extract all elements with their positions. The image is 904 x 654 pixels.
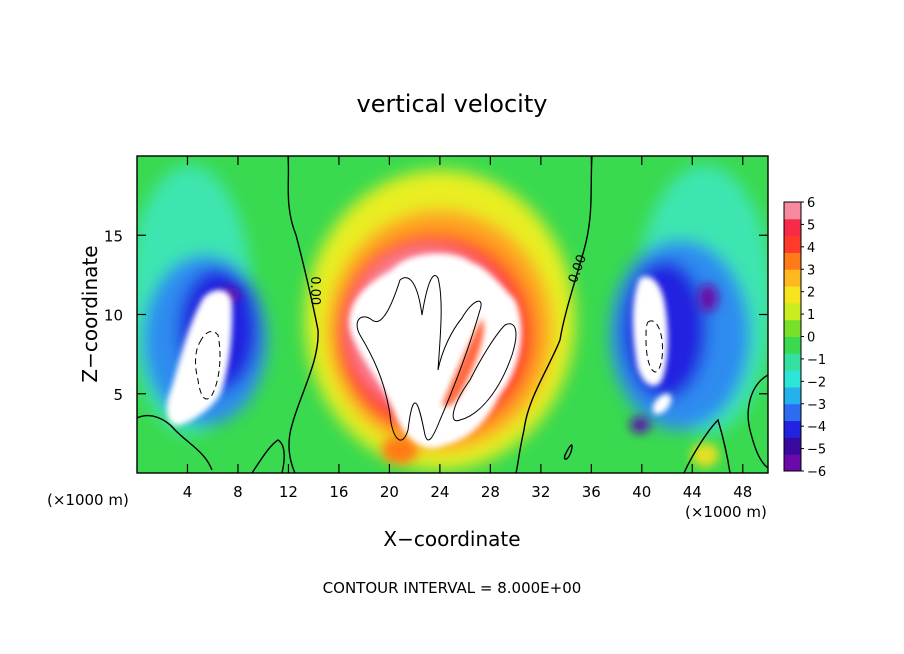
x-tick-label: 40 <box>632 483 651 501</box>
y-tick-label: 15 <box>104 227 123 245</box>
x-tick-label: 36 <box>582 483 601 501</box>
contour-zero-lower-right <box>747 374 768 469</box>
right-white-spot <box>652 393 672 415</box>
contour-neg-right <box>645 320 663 373</box>
y-axis-title: Z−coordinate <box>78 245 102 382</box>
colorbar-segment <box>784 437 801 455</box>
y-tick-label: 10 <box>104 307 123 325</box>
x-tick-label: 16 <box>329 483 348 501</box>
left-white-core <box>166 289 233 426</box>
colorbar-tick-label: 1 <box>807 308 815 323</box>
right-purple-spot <box>698 284 718 312</box>
colorbar-segment <box>784 454 801 472</box>
contour-zero-spot <box>563 444 573 460</box>
contour-zero-lower-mid <box>251 439 285 473</box>
colorbar-segment <box>784 235 801 253</box>
heatmap-field <box>137 156 768 473</box>
colorbar-tick-label: 2 <box>807 286 815 301</box>
x-tick-label: 12 <box>279 483 298 501</box>
x-unit-label: (×1000 m) <box>685 503 767 521</box>
x-tick-label: 24 <box>430 483 449 501</box>
chart-title: vertical velocity <box>357 90 548 118</box>
colorbar-segment <box>784 202 801 220</box>
colorbar-tick-label: 0 <box>807 331 815 346</box>
colorbar-tick-label: −3 <box>807 398 826 413</box>
x-tick-label: 8 <box>233 483 243 501</box>
colorbar-segment <box>784 386 801 405</box>
colorbar-segment <box>784 269 801 287</box>
y-unit-label: (×1000 m) <box>47 491 129 509</box>
x-tick-label: 28 <box>481 483 500 501</box>
colorbar-segment <box>784 370 801 388</box>
y-tick-label: 5 <box>113 386 123 404</box>
contour-zero-lower-left <box>137 414 213 471</box>
y-axis: 5 10 15 <box>104 227 768 404</box>
colorbar-tick-label: 6 <box>807 196 815 211</box>
x-tick-label: 44 <box>683 483 702 501</box>
contour-label: 0.00 <box>307 276 322 305</box>
colorbar-tick-label: −6 <box>807 465 826 480</box>
colorbar-segment <box>784 218 801 237</box>
contour-zero-left <box>287 156 319 473</box>
colorbar-tick-label: −2 <box>807 375 826 390</box>
contour-eight-right-lobe <box>452 323 517 422</box>
x-tick-label: 20 <box>380 483 399 501</box>
colorbar-tick-label: 3 <box>807 263 815 278</box>
colorbar-segment <box>784 403 801 422</box>
colorbar-segment <box>784 353 801 371</box>
x-axis: 4 8 12 16 20 24 28 32 36 40 44 48 <box>183 156 752 501</box>
colorbar-tick-label: −5 <box>807 443 826 458</box>
colorbar-tick-label: 5 <box>807 218 815 233</box>
x-axis-title: X−coordinate <box>383 527 520 551</box>
colorbar-segment <box>784 420 801 438</box>
right-purple-spot-low <box>630 417 650 433</box>
x-tick-label: 48 <box>733 483 752 501</box>
colorbar: 6 5 4 3 2 1 0 −1 −2 −3 −4 −5 −6 <box>783 196 826 480</box>
colorbar-segment <box>784 319 801 337</box>
contour-interval-footer: CONTOUR INTERVAL = 8.000E+00 <box>323 579 582 597</box>
contour-zero-right <box>515 156 593 473</box>
colorbar-segment <box>784 302 801 321</box>
x-tick-label: 32 <box>531 483 550 501</box>
contour-neg-left <box>195 331 221 400</box>
x-tick-label: 4 <box>183 483 193 501</box>
colorbar-tick-label: 4 <box>807 241 815 256</box>
lower-right-yellow-spot <box>691 443 719 467</box>
colorbar-segment <box>784 286 801 304</box>
lower-center-orange-spot <box>382 436 418 464</box>
contour-eight-central <box>356 275 482 441</box>
central-white-core <box>349 253 522 449</box>
colorbar-segment <box>784 336 801 354</box>
contour-zero-right-small <box>683 418 731 473</box>
right-white-core <box>632 276 668 386</box>
colorbar-tick-label: −4 <box>807 420 826 435</box>
colorbar-tick-label: −1 <box>807 353 826 368</box>
colorbar-segment <box>784 252 801 270</box>
